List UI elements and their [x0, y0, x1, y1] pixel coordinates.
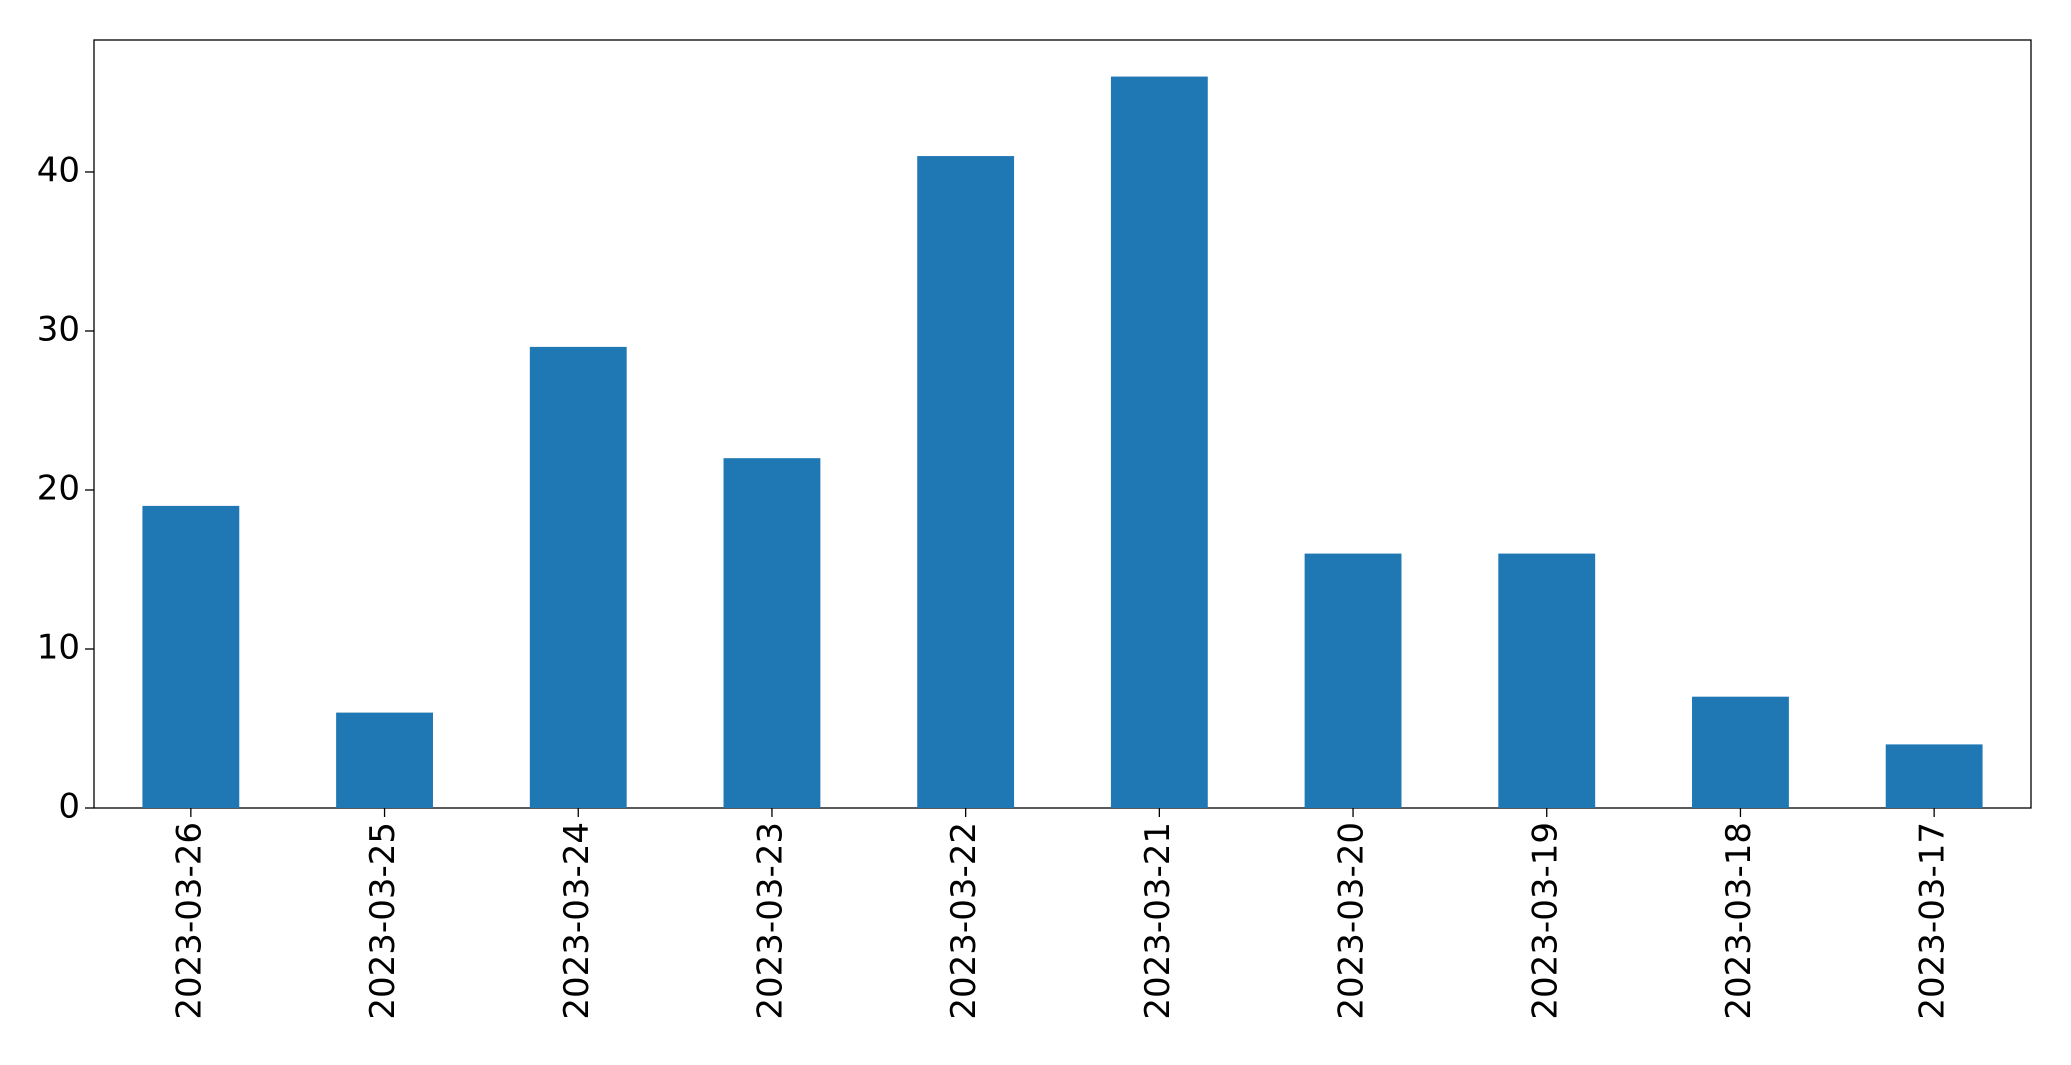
bar — [1885, 744, 1983, 808]
y-tick-label: 40 — [37, 150, 80, 190]
x-tick-label: 2023-03-26 — [169, 822, 209, 1020]
bar — [917, 156, 1015, 809]
bar — [1498, 553, 1596, 808]
x-tick-label: 2023-03-20 — [1332, 822, 1372, 1020]
bar — [1692, 696, 1789, 808]
bar — [529, 346, 627, 808]
bar — [1110, 76, 1208, 809]
x-tick-label: 2023-03-17 — [1913, 822, 1953, 1020]
y-tick-label: 10 — [37, 627, 80, 667]
x-tick-label: 2023-03-22 — [944, 822, 984, 1020]
y-tick-label: 20 — [37, 468, 80, 508]
bar — [1304, 553, 1402, 808]
bar — [723, 458, 821, 808]
x-tick-label: 2023-03-21 — [1138, 822, 1178, 1020]
y-tick-label: 0 — [58, 787, 80, 827]
x-tick-label: 2023-03-24 — [557, 822, 597, 1020]
x-tick-label: 2023-03-19 — [1525, 822, 1565, 1020]
x-tick-label: 2023-03-18 — [1719, 822, 1759, 1020]
plot-frame — [93, 39, 2032, 809]
y-tick-label: 30 — [37, 309, 80, 349]
x-tick-label: 2023-03-25 — [363, 822, 403, 1020]
bar — [336, 712, 433, 808]
x-tick-label: 2023-03-23 — [750, 822, 790, 1020]
bar — [142, 505, 240, 808]
